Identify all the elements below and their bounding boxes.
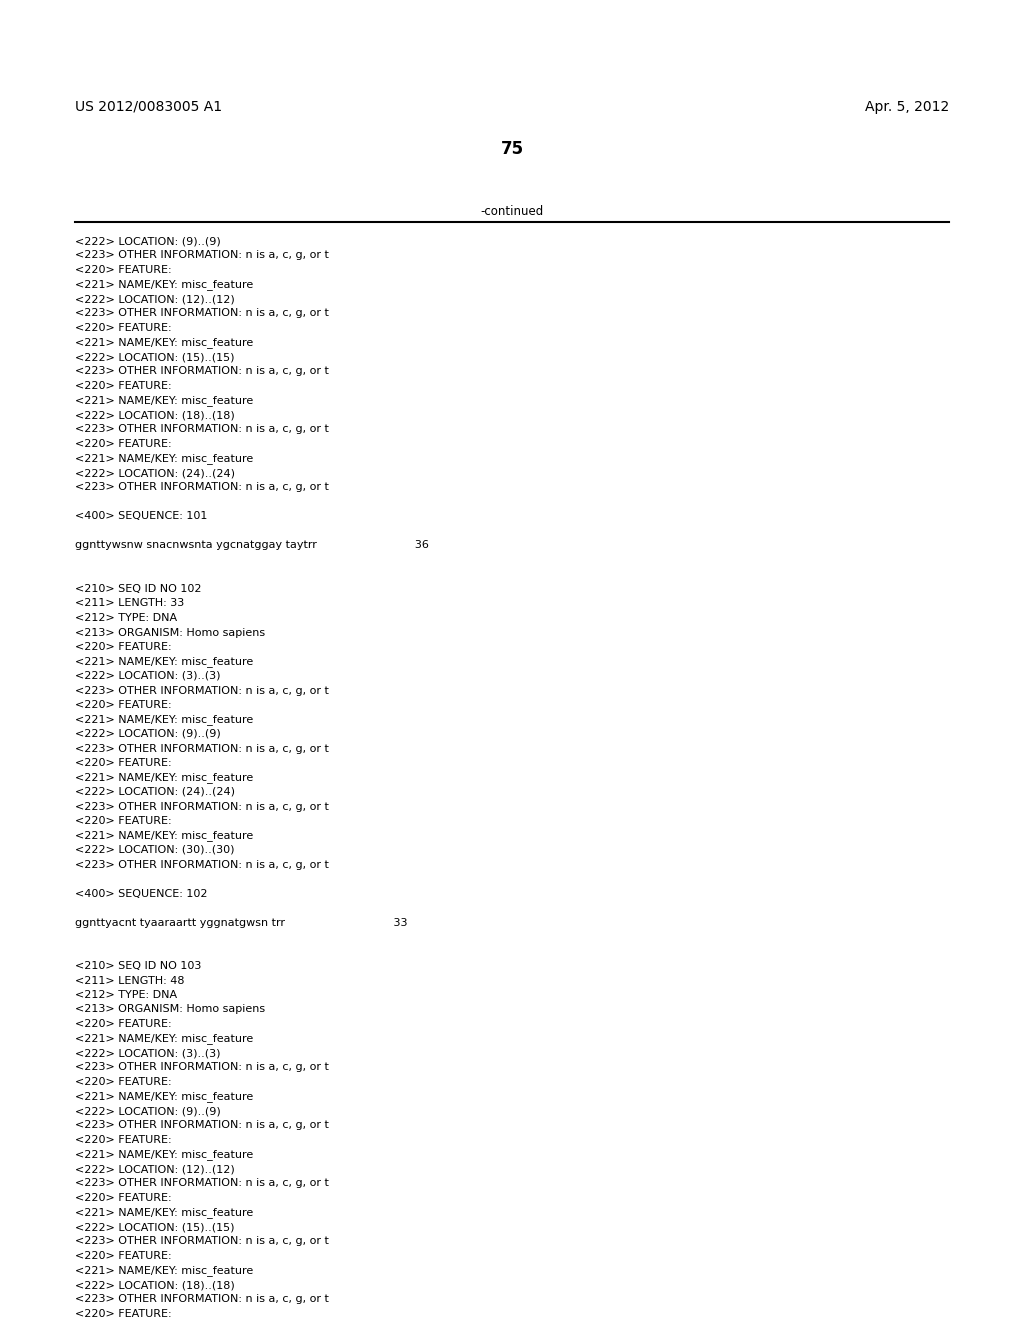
Text: <220> FEATURE:: <220> FEATURE: [75, 1193, 172, 1203]
Text: <220> FEATURE:: <220> FEATURE: [75, 323, 172, 333]
Text: <223> OTHER INFORMATION: n is a, c, g, or t: <223> OTHER INFORMATION: n is a, c, g, o… [75, 1063, 329, 1072]
Text: <222> LOCATION: (9)..(9): <222> LOCATION: (9)..(9) [75, 1106, 221, 1115]
Text: <220> FEATURE:: <220> FEATURE: [75, 1135, 172, 1144]
Text: <222> LOCATION: (30)..(30): <222> LOCATION: (30)..(30) [75, 845, 234, 855]
Text: <222> LOCATION: (15)..(15): <222> LOCATION: (15)..(15) [75, 1222, 234, 1232]
Text: <222> LOCATION: (3)..(3): <222> LOCATION: (3)..(3) [75, 671, 220, 681]
Text: <222> LOCATION: (12)..(12): <222> LOCATION: (12)..(12) [75, 294, 234, 304]
Text: <221> NAME/KEY: misc_feature: <221> NAME/KEY: misc_feature [75, 454, 253, 465]
Text: <223> OTHER INFORMATION: n is a, c, g, or t: <223> OTHER INFORMATION: n is a, c, g, o… [75, 743, 329, 754]
Text: <400> SEQUENCE: 101: <400> SEQUENCE: 101 [75, 511, 208, 521]
Text: <222> LOCATION: (9)..(9): <222> LOCATION: (9)..(9) [75, 729, 221, 739]
Text: <220> FEATURE:: <220> FEATURE: [75, 642, 172, 652]
Text: <211> LENGTH: 48: <211> LENGTH: 48 [75, 975, 184, 986]
Text: <221> NAME/KEY: misc_feature: <221> NAME/KEY: misc_feature [75, 1092, 253, 1102]
Text: <220> FEATURE:: <220> FEATURE: [75, 816, 172, 826]
Text: <221> NAME/KEY: misc_feature: <221> NAME/KEY: misc_feature [75, 1034, 253, 1044]
Text: <223> OTHER INFORMATION: n is a, c, g, or t: <223> OTHER INFORMATION: n is a, c, g, o… [75, 1237, 329, 1246]
Text: <223> OTHER INFORMATION: n is a, c, g, or t: <223> OTHER INFORMATION: n is a, c, g, o… [75, 801, 329, 812]
Text: <222> LOCATION: (12)..(12): <222> LOCATION: (12)..(12) [75, 1164, 234, 1173]
Text: <222> LOCATION: (24)..(24): <222> LOCATION: (24)..(24) [75, 787, 234, 797]
Text: US 2012/0083005 A1: US 2012/0083005 A1 [75, 100, 222, 114]
Text: <221> NAME/KEY: misc_feature: <221> NAME/KEY: misc_feature [75, 656, 253, 668]
Text: <223> OTHER INFORMATION: n is a, c, g, or t: <223> OTHER INFORMATION: n is a, c, g, o… [75, 685, 329, 696]
Text: <221> NAME/KEY: misc_feature: <221> NAME/KEY: misc_feature [75, 280, 253, 290]
Text: <213> ORGANISM: Homo sapiens: <213> ORGANISM: Homo sapiens [75, 1005, 265, 1015]
Text: <222> LOCATION: (3)..(3): <222> LOCATION: (3)..(3) [75, 1048, 220, 1059]
Text: <400> SEQUENCE: 102: <400> SEQUENCE: 102 [75, 888, 208, 899]
Text: <220> FEATURE:: <220> FEATURE: [75, 700, 172, 710]
Text: <222> LOCATION: (9)..(9): <222> LOCATION: (9)..(9) [75, 236, 221, 246]
Text: <223> OTHER INFORMATION: n is a, c, g, or t: <223> OTHER INFORMATION: n is a, c, g, o… [75, 425, 329, 434]
Text: 75: 75 [501, 140, 523, 158]
Text: <221> NAME/KEY: misc_feature: <221> NAME/KEY: misc_feature [75, 1208, 253, 1218]
Text: <221> NAME/KEY: misc_feature: <221> NAME/KEY: misc_feature [75, 396, 253, 407]
Text: <223> OTHER INFORMATION: n is a, c, g, or t: <223> OTHER INFORMATION: n is a, c, g, o… [75, 309, 329, 318]
Text: <221> NAME/KEY: misc_feature: <221> NAME/KEY: misc_feature [75, 1266, 253, 1276]
Text: <223> OTHER INFORMATION: n is a, c, g, or t: <223> OTHER INFORMATION: n is a, c, g, o… [75, 1121, 329, 1130]
Text: <220> FEATURE:: <220> FEATURE: [75, 440, 172, 449]
Text: <221> NAME/KEY: misc_feature: <221> NAME/KEY: misc_feature [75, 830, 253, 841]
Text: ggnttyacnt tyaaraartt yggnatgwsn trr                               33: ggnttyacnt tyaaraartt yggnatgwsn trr 33 [75, 917, 408, 928]
Text: <220> FEATURE:: <220> FEATURE: [75, 381, 172, 391]
Text: <223> OTHER INFORMATION: n is a, c, g, or t: <223> OTHER INFORMATION: n is a, c, g, o… [75, 483, 329, 492]
Text: <223> OTHER INFORMATION: n is a, c, g, or t: <223> OTHER INFORMATION: n is a, c, g, o… [75, 251, 329, 260]
Text: <221> NAME/KEY: misc_feature: <221> NAME/KEY: misc_feature [75, 772, 253, 783]
Text: <222> LOCATION: (18)..(18): <222> LOCATION: (18)..(18) [75, 1280, 234, 1290]
Text: <221> NAME/KEY: misc_feature: <221> NAME/KEY: misc_feature [75, 1150, 253, 1160]
Text: <220> FEATURE:: <220> FEATURE: [75, 1251, 172, 1261]
Text: <220> FEATURE:: <220> FEATURE: [75, 758, 172, 768]
Text: <220> FEATURE:: <220> FEATURE: [75, 265, 172, 275]
Text: <222> LOCATION: (15)..(15): <222> LOCATION: (15)..(15) [75, 352, 234, 362]
Text: <221> NAME/KEY: misc_feature: <221> NAME/KEY: misc_feature [75, 714, 253, 726]
Text: <222> LOCATION: (18)..(18): <222> LOCATION: (18)..(18) [75, 411, 234, 420]
Text: <223> OTHER INFORMATION: n is a, c, g, or t: <223> OTHER INFORMATION: n is a, c, g, o… [75, 367, 329, 376]
Text: -continued: -continued [480, 205, 544, 218]
Text: <220> FEATURE:: <220> FEATURE: [75, 1019, 172, 1030]
Text: <223> OTHER INFORMATION: n is a, c, g, or t: <223> OTHER INFORMATION: n is a, c, g, o… [75, 1295, 329, 1304]
Text: <220> FEATURE:: <220> FEATURE: [75, 1309, 172, 1319]
Text: <210> SEQ ID NO 103: <210> SEQ ID NO 103 [75, 961, 202, 972]
Text: <213> ORGANISM: Homo sapiens: <213> ORGANISM: Homo sapiens [75, 627, 265, 638]
Text: <211> LENGTH: 33: <211> LENGTH: 33 [75, 598, 184, 609]
Text: <212> TYPE: DNA: <212> TYPE: DNA [75, 990, 177, 1001]
Text: <210> SEQ ID NO 102: <210> SEQ ID NO 102 [75, 583, 202, 594]
Text: <222> LOCATION: (24)..(24): <222> LOCATION: (24)..(24) [75, 469, 234, 478]
Text: <221> NAME/KEY: misc_feature: <221> NAME/KEY: misc_feature [75, 338, 253, 348]
Text: <223> OTHER INFORMATION: n is a, c, g, or t: <223> OTHER INFORMATION: n is a, c, g, o… [75, 859, 329, 870]
Text: Apr. 5, 2012: Apr. 5, 2012 [864, 100, 949, 114]
Text: <223> OTHER INFORMATION: n is a, c, g, or t: <223> OTHER INFORMATION: n is a, c, g, o… [75, 1179, 329, 1188]
Text: <212> TYPE: DNA: <212> TYPE: DNA [75, 612, 177, 623]
Text: ggnttywsnw snacnwsnta ygcnatggay taytrr                            36: ggnttywsnw snacnwsnta ygcnatggay taytrr … [75, 540, 429, 550]
Text: <220> FEATURE:: <220> FEATURE: [75, 1077, 172, 1086]
